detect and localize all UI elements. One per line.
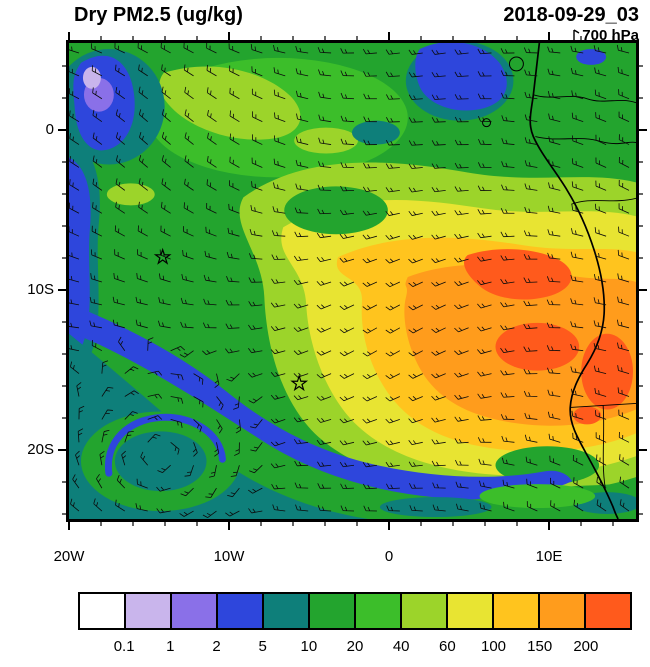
country-border [533,94,636,104]
contour-map [69,43,636,519]
colorbar-label: 100 [480,638,507,655]
colorbar-label: 40 [392,638,410,655]
star-marker [290,374,309,392]
x-axis-label: 10E [535,548,563,565]
contour-region [495,322,580,371]
colorbar-label: 10 [300,638,318,655]
colorbar-cell [448,594,494,628]
map-plot-area [66,40,639,522]
contour-region [479,484,596,509]
colorbar-cell [494,594,540,628]
y-axis-label: 20S [27,441,54,458]
contour-region [114,431,207,492]
country-border [602,405,606,488]
colorbar-label: 1 [166,638,175,655]
x-axis-label: 0 [384,548,394,565]
colorbar-cell [218,594,264,628]
colorbar-label: 150 [527,638,553,655]
lake-outline [482,118,492,128]
contour-region [464,249,572,300]
y-axis-label: 0 [45,121,54,138]
contour-region [573,406,602,425]
colorbar-label: 200 [573,638,599,655]
country-border [571,197,636,205]
contour-region [104,413,226,477]
x-axis-label: 20W [53,548,85,565]
colorbar-cell [402,594,448,628]
colorbar-label: 2 [212,638,221,655]
colorbar-cell [586,594,630,628]
y-axis-label: 10S [27,281,54,298]
contour-region [379,497,492,518]
contour-region [581,333,634,410]
contour-region [294,127,358,154]
colorbar-cell [356,594,402,628]
contour-region [69,303,573,500]
coastline [529,43,619,519]
contour-region [106,183,155,206]
colorbar-label: 0.1 [113,638,135,655]
colorbar [78,592,632,630]
colorbar-cell [310,594,356,628]
country-border [535,136,636,145]
star-marker [153,247,172,265]
contour-region [576,48,607,65]
colorbar-cell [540,594,586,628]
lake-outline [508,56,524,72]
colorbar-label: 20 [346,638,364,655]
colorbar-label: 5 [258,638,267,655]
contour-region [82,66,101,89]
colorbar-cell [80,594,126,628]
colorbar-cell [126,594,172,628]
contour-region [352,120,400,145]
colorbar-label: 60 [438,638,456,655]
page-title: Dry PM2.5 (ug/kg) [74,4,243,26]
wind-barbs-layer [69,43,630,518]
pressure-level-text: 700 hPa [582,27,639,44]
x-axis-label: 10W [213,548,245,565]
colorbar-cell [264,594,310,628]
contour-region [284,186,388,235]
colorbar-cell [172,594,218,628]
contour-region [159,66,301,140]
datetime-label: 2018-09-29_03 [503,4,639,26]
